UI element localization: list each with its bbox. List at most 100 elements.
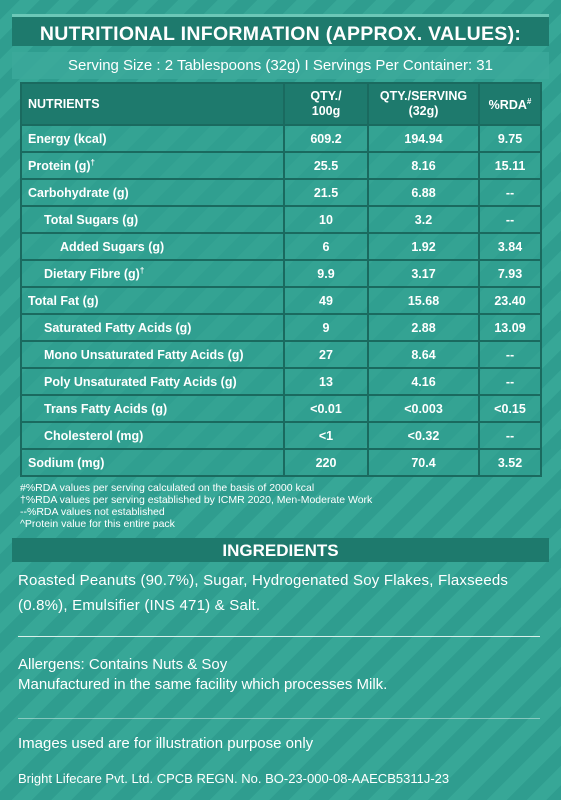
nutrient-label: Cholesterol (mg) <box>44 428 144 443</box>
serving-info: Serving Size : 2 Tablespoons (32g) I Ser… <box>12 52 549 79</box>
value-cell: <1 <box>283 421 369 450</box>
header-line: %RDA <box>488 98 527 113</box>
divider <box>18 718 540 719</box>
nutrient-name: Cholesterol (mg) <box>20 421 285 450</box>
value-cell: 21.5 <box>283 178 369 207</box>
nutrient-label: Dietary Fibre (g) <box>44 267 140 282</box>
nutrient-name: Dietary Fibre (g)† <box>20 259 285 288</box>
column-header: %RDA# <box>478 82 542 126</box>
nutrient-label: Mono Unsaturated Fatty Acids (g) <box>44 347 244 362</box>
nutrient-label: Protein (g) <box>28 159 91 174</box>
header-line: NUTRIENTS <box>28 96 100 111</box>
value-cell: 13 <box>283 367 369 396</box>
value-cell: <0.32 <box>367 421 480 450</box>
nutrient-name: Poly Unsaturated Fatty Acids (g) <box>20 367 285 396</box>
allergens: Allergens: Contains Nuts & Soy Manufactur… <box>18 655 387 695</box>
footer: Bright Lifecare Pvt. Ltd. CPCB REGN. No.… <box>18 771 450 786</box>
value-cell: 10 <box>283 205 369 234</box>
value-cell: 15.11 <box>478 151 542 180</box>
nutrient-row: Total Sugars (g) 10 3.2 -- <box>20 205 542 234</box>
header-line: QTY./ <box>310 89 342 103</box>
value-cell: 3.52 <box>478 448 542 477</box>
footnote: #%RDA values per serving calculated on t… <box>20 482 315 494</box>
footnote-mark: † <box>139 265 145 275</box>
header-line: QTY./SERVING <box>379 89 468 103</box>
value-cell: 27 <box>283 340 369 369</box>
nutrient-row: Energy (kcal) 609.2 194.94 9.75 <box>20 124 542 153</box>
value-cell: 3.84 <box>478 232 542 261</box>
nutrient-name: Carbohydrate (g) <box>20 178 285 207</box>
value-cell: -- <box>478 340 542 369</box>
footnotes: #%RDA values per serving calculated on t… <box>20 482 372 530</box>
allergen-line: Allergens: Contains Nuts & Soy <box>18 656 228 673</box>
value-cell: 70.4 <box>367 448 480 477</box>
nutrient-row: Saturated Fatty Acids (g) 9 2.88 13.09 <box>20 313 542 342</box>
value-cell: <0.15 <box>478 394 542 423</box>
value-cell: 1.92 <box>367 232 480 261</box>
nutrient-label: Trans Fatty Acids (g) <box>44 401 168 416</box>
value-cell: 6 <box>283 232 369 261</box>
column-header: NUTRIENTS <box>20 82 285 126</box>
nutrient-row: Trans Fatty Acids (g) <0.01 <0.003 <0.15 <box>20 394 542 423</box>
disclaimer: Images used are for illustration purpose… <box>18 735 314 752</box>
footnote-mark: # <box>526 97 532 107</box>
ingredients-text: Roasted Peanuts (90.7%), Sugar, Hydrogen… <box>18 572 509 614</box>
value-cell: <0.003 <box>367 394 480 423</box>
value-cell: 9.9 <box>283 259 369 288</box>
value-cell: 15.68 <box>367 286 480 315</box>
nutrient-row: Added Sugars (g) 6 1.92 3.84 <box>20 232 542 261</box>
footnote: --%RDA values not established <box>20 506 165 518</box>
footnote: ^Protein value for this entire pack <box>20 518 175 530</box>
value-cell: -- <box>478 421 542 450</box>
value-cell: 13.09 <box>478 313 542 342</box>
footnote: †%RDA values per serving established by … <box>20 494 373 506</box>
value-cell: 8.16 <box>367 151 480 180</box>
nutrient-row: Cholesterol (mg) <1 <0.32 -- <box>20 421 542 450</box>
value-cell: 2.88 <box>367 313 480 342</box>
value-cell: 3.2 <box>367 205 480 234</box>
nutrient-label: Poly Unsaturated Fatty Acids (g) <box>44 374 237 389</box>
title: NUTRITIONAL INFORMATION (APPROX. VALUES)… <box>12 14 549 46</box>
column-header: QTY./100g <box>283 82 369 126</box>
nutrient-label: Total Sugars (g) <box>44 212 139 227</box>
header-line: 100g <box>311 104 341 118</box>
nutrient-row: Sodium (mg) 220 70.4 3.52 <box>20 448 542 477</box>
nutrient-name: Protein (g)† <box>20 151 285 180</box>
value-cell: 194.94 <box>367 124 480 153</box>
allergen-line: Manufactured in the same facility which … <box>18 676 388 693</box>
value-cell: 609.2 <box>283 124 369 153</box>
value-cell: 9 <box>283 313 369 342</box>
nutrient-row: Poly Unsaturated Fatty Acids (g) 13 4.16 -- <box>20 367 542 396</box>
value-cell: 6.88 <box>367 178 480 207</box>
value-cell: 9.75 <box>478 124 542 153</box>
nutrient-label: Added Sugars (g) <box>60 239 165 254</box>
nutrient-name: Total Fat (g) <box>20 286 285 315</box>
nutrient-name: Added Sugars (g) <box>20 232 285 261</box>
value-cell: 49 <box>283 286 369 315</box>
nutrition-table: NUTRIENTS QTY./100g QTY./SERVING (32g) %RDA#… <box>20 82 542 477</box>
nutrient-label: Saturated Fatty Acids (g) <box>44 320 192 335</box>
value-cell: 3.17 <box>367 259 480 288</box>
nutrient-name: Saturated Fatty Acids (g) <box>20 313 285 342</box>
divider <box>18 636 540 637</box>
value-cell: 220 <box>283 448 369 477</box>
value-cell: 25.5 <box>283 151 369 180</box>
nutrient-row: Carbohydrate (g) 21.5 6.88 -- <box>20 178 542 207</box>
nutrient-row: Protein (g)† 25.5 8.16 15.11 <box>20 151 542 180</box>
value-cell: 7.93 <box>478 259 542 288</box>
nutrient-row: Total Fat (g) 49 15.68 23.40 <box>20 286 542 315</box>
nutrient-name: Sodium (mg) <box>20 448 285 477</box>
value-cell: <0.01 <box>283 394 369 423</box>
value-cell: -- <box>478 367 542 396</box>
nutrient-row: Mono Unsaturated Fatty Acids (g) 27 8.64 -- <box>20 340 542 369</box>
nutrient-row: Dietary Fibre (g)† 9.9 3.17 7.93 <box>20 259 542 288</box>
nutrient-name: Mono Unsaturated Fatty Acids (g) <box>20 340 285 369</box>
nutrient-name: Trans Fatty Acids (g) <box>20 394 285 423</box>
value-cell: -- <box>478 205 542 234</box>
nutrient-name: Energy (kcal) <box>20 124 285 153</box>
header-line: (32g) <box>408 104 439 118</box>
value-cell: -- <box>478 178 542 207</box>
value-cell: 23.40 <box>478 286 542 315</box>
nutrient-label: Total Fat (g) <box>28 293 99 308</box>
